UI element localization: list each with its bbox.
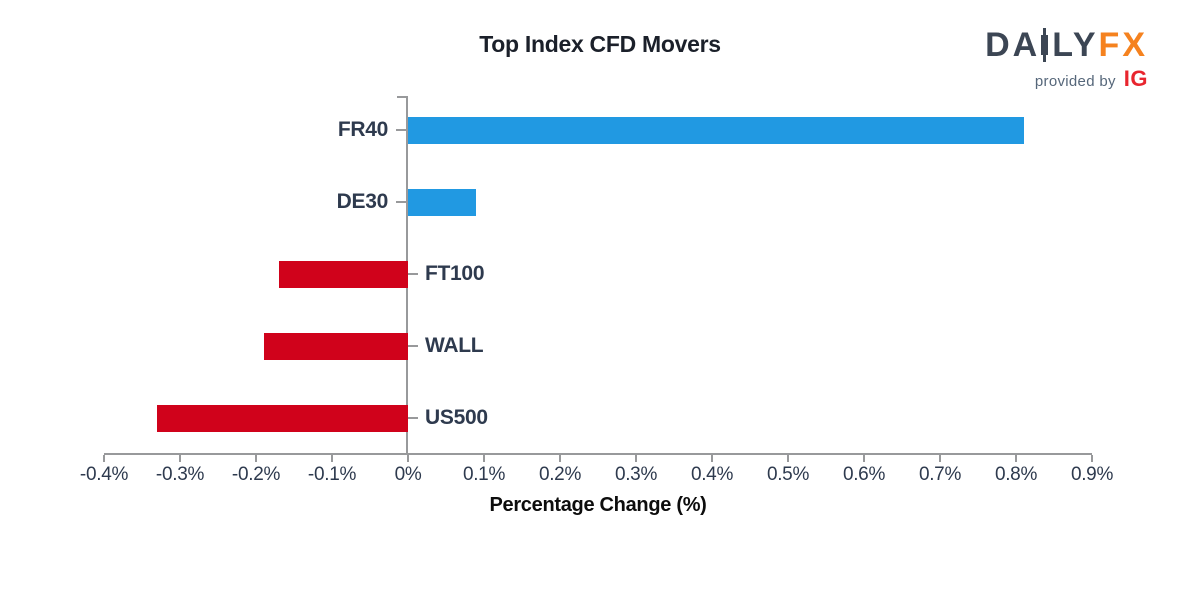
x-tick-label: -0.4% <box>79 464 129 485</box>
category-tick <box>396 201 406 203</box>
category-label: US500 <box>425 406 488 429</box>
dailyfx-wordmark: DA LY FX <box>985 28 1148 62</box>
x-tick-mark <box>787 455 789 462</box>
x-tick-label: -0.3% <box>155 464 205 485</box>
x-tick-label: 0.9% <box>1070 464 1114 485</box>
x-tick-label: 0.6% <box>842 464 886 485</box>
provided-by-row: provided by IG <box>1035 66 1148 92</box>
y-axis-endcap <box>397 96 406 98</box>
bar-ft100 <box>278 260 408 288</box>
x-tick-label: 0.7% <box>918 464 962 485</box>
x-tick-mark <box>559 455 561 462</box>
category-label: FT100 <box>425 262 485 285</box>
x-tick-label: 0.8% <box>994 464 1038 485</box>
bar-us500 <box>157 404 408 432</box>
x-tick-mark <box>1015 455 1017 462</box>
x-tick-label: -0.2% <box>231 464 281 485</box>
x-tick-mark <box>179 455 181 462</box>
bar-de30 <box>408 188 477 216</box>
x-axis-title: Percentage Change (%) <box>489 494 707 516</box>
x-tick-mark <box>103 455 105 462</box>
x-tick-label: 0.5% <box>766 464 810 485</box>
x-tick-mark <box>939 455 941 462</box>
category-label: FR40 <box>337 118 388 141</box>
x-tick-label: 0.3% <box>614 464 658 485</box>
brand-text-fx: FX <box>1098 26 1148 64</box>
x-tick-label: 0.4% <box>690 464 734 485</box>
x-tick-mark <box>331 455 333 462</box>
x-axis-line <box>104 453 1092 455</box>
x-tick-label: -0.1% <box>307 464 357 485</box>
x-tick-label: 0.2% <box>538 464 582 485</box>
category-label: WALL <box>425 334 484 357</box>
x-tick-mark <box>1091 455 1093 462</box>
x-tick-mark <box>635 455 637 462</box>
x-tick-label: 0.1% <box>462 464 506 485</box>
category-label: DE30 <box>336 190 389 213</box>
ig-logo: IG <box>1123 66 1148 91</box>
x-tick-mark <box>407 455 409 462</box>
x-tick-mark <box>711 455 713 462</box>
category-tick <box>396 129 406 131</box>
dailyfx-logo: DA LY FX provided by IG <box>985 28 1148 92</box>
x-tick-mark <box>483 455 485 462</box>
bar-fr40 <box>408 116 1024 144</box>
x-tick-mark <box>863 455 865 462</box>
bar-wall <box>263 332 408 360</box>
provided-by-text: provided by <box>1034 73 1116 90</box>
chart-title: Top Index CFD Movers <box>479 31 721 57</box>
candlestick-icon <box>1041 28 1049 62</box>
x-tick-mark <box>255 455 257 462</box>
category-tick <box>408 273 418 275</box>
x-tick-label: 0% <box>394 464 422 485</box>
brand-text-ly: LY <box>1052 26 1099 64</box>
category-tick <box>408 417 418 419</box>
category-tick <box>408 345 418 347</box>
brand-text-da: DA <box>985 26 1041 64</box>
